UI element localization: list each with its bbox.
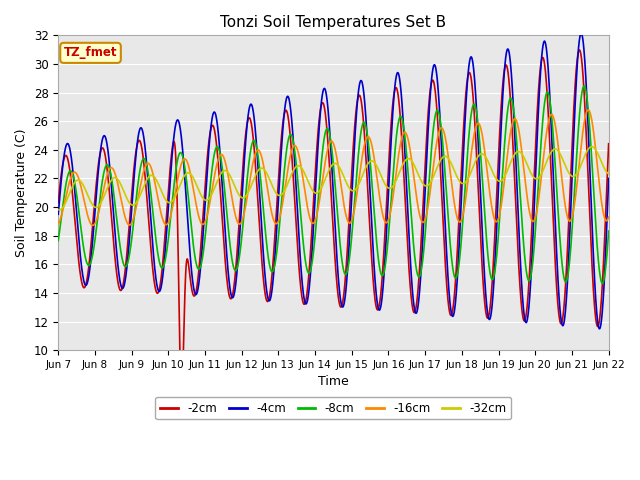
X-axis label: Time: Time <box>318 375 349 388</box>
Title: Tonzi Soil Temperatures Set B: Tonzi Soil Temperatures Set B <box>220 15 447 30</box>
Y-axis label: Soil Temperature (C): Soil Temperature (C) <box>15 129 28 257</box>
Legend: -2cm, -4cm, -8cm, -16cm, -32cm: -2cm, -4cm, -8cm, -16cm, -32cm <box>156 397 511 420</box>
Text: TZ_fmet: TZ_fmet <box>64 47 117 60</box>
